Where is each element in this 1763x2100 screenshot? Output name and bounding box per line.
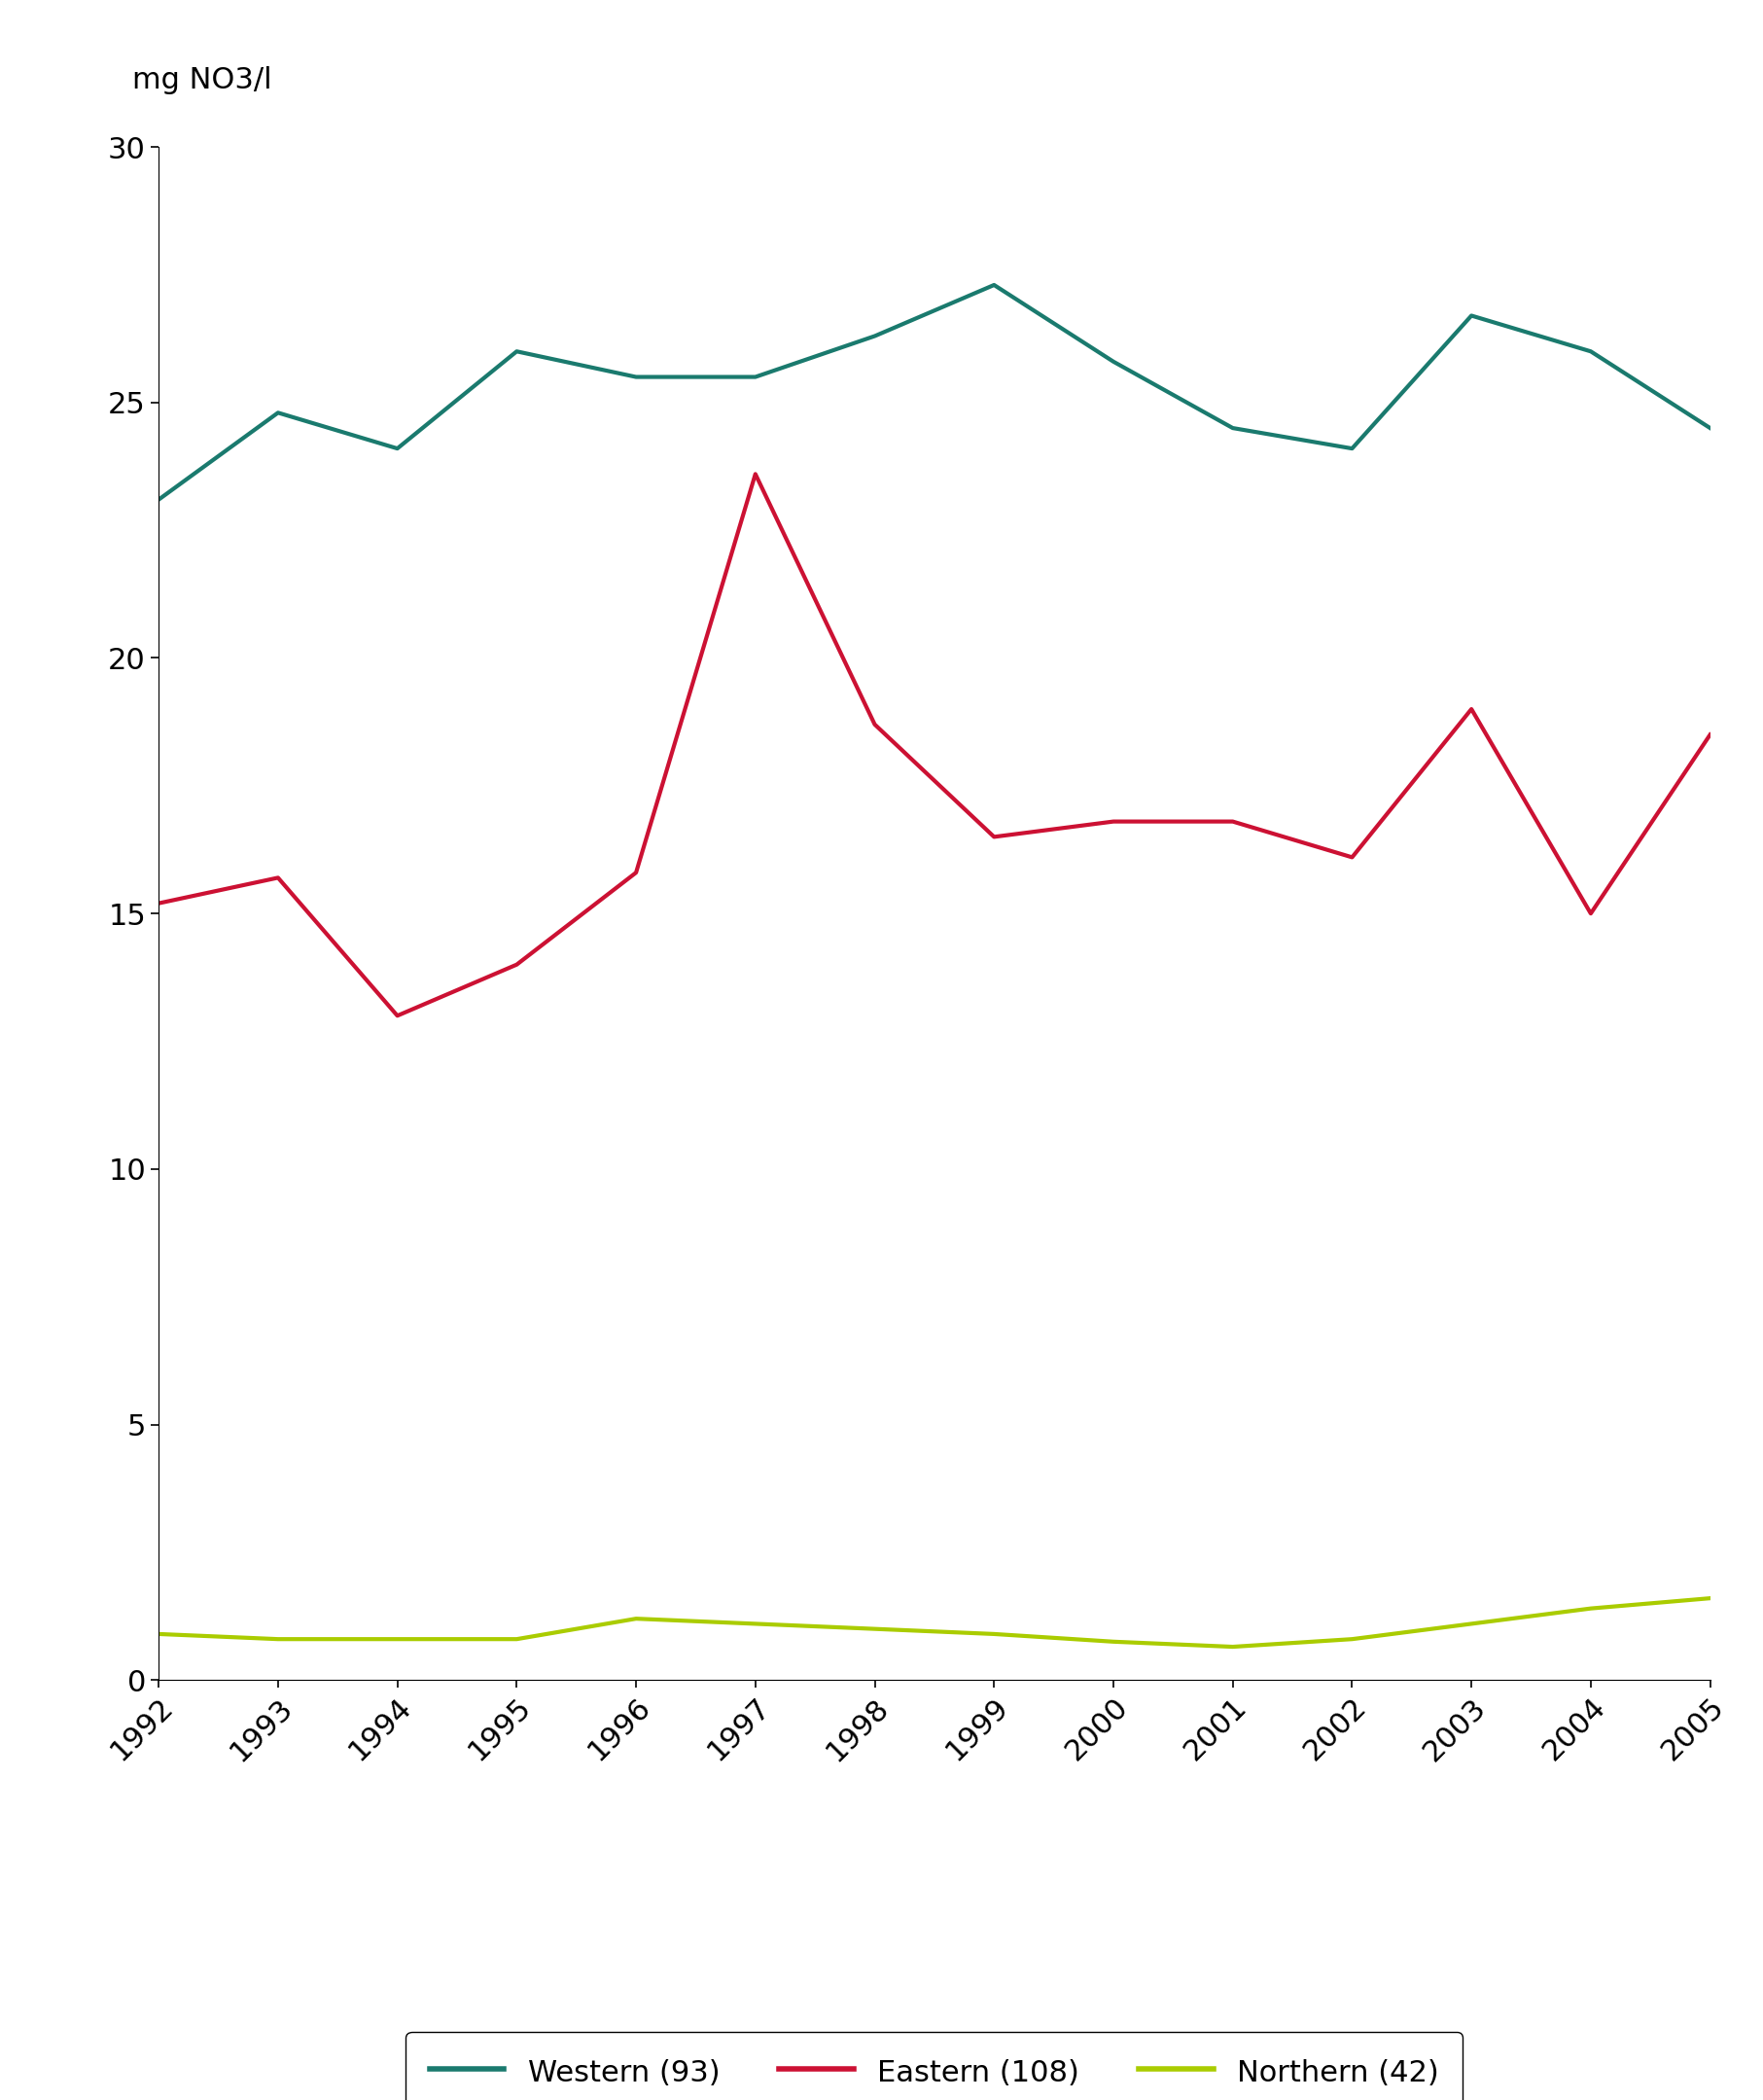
Text: mg NO3/l: mg NO3/l — [132, 67, 272, 94]
Legend: Western (93), Eastern (108), Northern (42): Western (93), Eastern (108), Northern (4… — [405, 2033, 1463, 2100]
